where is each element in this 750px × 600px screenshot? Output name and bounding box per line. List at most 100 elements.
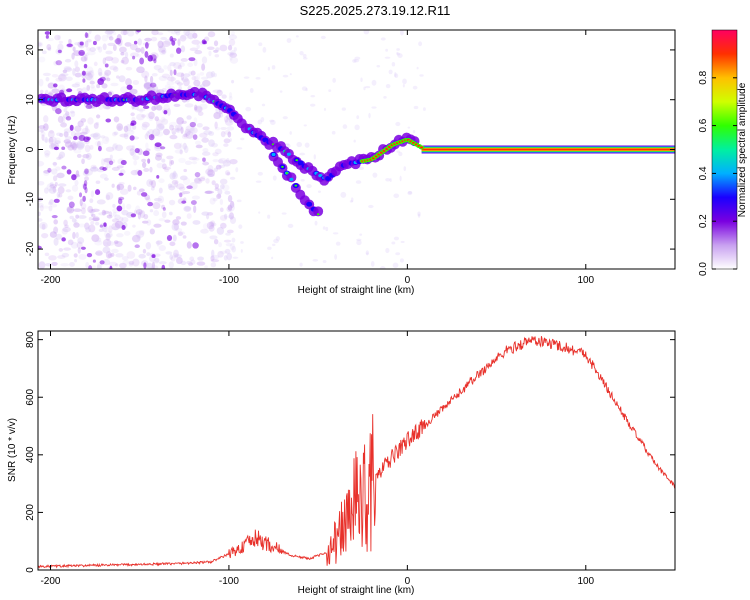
spectrogram-noise-cell	[200, 176, 206, 180]
spectrogram-noise-cell	[275, 236, 281, 241]
spectrogram-noise-cell	[142, 150, 150, 157]
spectrogram-noise-cell	[85, 104, 93, 109]
spectrogram-noise-cell	[117, 37, 123, 46]
spectrogram-noise-cell	[129, 135, 135, 141]
spectrogram-noise-cell	[187, 33, 195, 40]
spectrogram-noise-cell	[191, 195, 201, 200]
spectrogram-noise-cell	[54, 137, 61, 144]
colorbar-tick-label: 0.6	[698, 118, 709, 132]
spectrogram-noise-cell	[85, 125, 89, 134]
spectrogram-noise-cell	[174, 181, 179, 188]
spectrogram-noise-cell	[210, 220, 216, 227]
spectrogram-noise-cell	[175, 216, 182, 220]
spectrogram-noise-cell	[363, 86, 366, 91]
spectrogram-noise-cell	[113, 131, 119, 136]
spectrogram-noise-cell	[118, 172, 124, 176]
spectrogram-noise-cell	[63, 219, 68, 226]
snr-frame	[37, 330, 676, 571]
spectrogram-noise-cell	[175, 128, 180, 133]
spectrogram-noise-cell	[287, 223, 294, 229]
spectrogram-noise-cell	[203, 130, 213, 135]
spectrogram-noise-cell	[43, 169, 51, 174]
spectrogram-noise-cell	[201, 63, 206, 71]
spectrogram-noise-cell	[151, 30, 159, 36]
spectrogram-noise-cell	[126, 145, 135, 151]
spectrogram-noise-cell	[111, 166, 120, 171]
spectrogram-noise-cell	[64, 58, 72, 63]
spectrogram-noise-cell	[112, 142, 119, 149]
spectrogram-noise-cell	[158, 45, 166, 53]
spectrogram-noise-cell	[320, 35, 326, 40]
spectrogram-noise-cell	[64, 224, 69, 228]
spectrogram-noise-cell	[93, 61, 98, 67]
spectrogram-noise-cell	[402, 78, 407, 85]
spectrogram-noise-cell	[391, 241, 396, 245]
spectrogram-noise-cell	[69, 110, 75, 114]
spectrogram-noise-cell	[210, 259, 220, 263]
spectrogram-noise-cell	[194, 177, 202, 183]
spectrogram-noise-cell	[376, 65, 381, 68]
spectrogram-xtick-label: 100	[577, 275, 594, 286]
spectrogram-noise-cell	[312, 258, 319, 262]
spectrogram-noise-cell	[227, 44, 233, 51]
spectrogram-noise-cell	[396, 51, 399, 55]
spectrogram-noise-cell	[202, 126, 210, 131]
spectrogram-noise-cell	[104, 63, 109, 68]
spectrogram-noise-cell	[59, 123, 67, 127]
spectrogram-noise-cell	[57, 43, 64, 51]
spectrogram-noise-cell	[227, 52, 234, 56]
spectrogram-noise-cell	[217, 250, 224, 258]
spectrogram-noise-cell	[84, 72, 93, 81]
spectrogram-noise-cell	[92, 40, 97, 46]
spectrogram-noise-cell	[121, 256, 129, 261]
spectrogram-noise-cell	[56, 156, 62, 161]
spectrogram-noise-cell	[114, 38, 122, 44]
spectrogram-noise-cell	[173, 249, 179, 258]
spectrogram-noise-cell	[80, 56, 87, 62]
spectrogram-noise-cell	[86, 50, 96, 56]
spectrogram-ridge-cell	[318, 173, 323, 178]
spectrogram-noise-cell	[226, 206, 233, 213]
spectrogram-noise-cell	[257, 171, 263, 176]
spectrogram-noise-cell	[176, 82, 183, 86]
spectrogram-noise-cell	[123, 125, 129, 133]
spectrogram-noise-cell	[125, 66, 133, 71]
spectrogram-noise-cell	[126, 251, 136, 259]
spectrogram-noise-cell	[184, 160, 193, 166]
spectrogram-noise-cell	[360, 77, 363, 82]
spectrogram-noise-cell	[134, 244, 140, 249]
spectrogram-noise-cell	[158, 75, 168, 82]
spectrogram-noise-cell	[84, 54, 88, 62]
spectrogram-noise-cell	[194, 171, 201, 178]
spectrogram-noise-cell	[147, 55, 153, 62]
spectrogram-noise-cell	[166, 108, 171, 116]
spectrogram-noise-cell	[214, 148, 222, 155]
spectrogram-noise-cell	[63, 247, 72, 251]
spectrogram-noise-cell	[139, 210, 146, 219]
spectrogram-noise-cell	[74, 219, 78, 226]
spectrogram-noise-cell	[134, 147, 140, 154]
spectrogram-noise-cell	[120, 59, 125, 64]
spectrogram-noise-cell	[76, 140, 85, 149]
spectrogram-noise-cell	[48, 255, 57, 261]
spectrogram-noise-cell	[155, 119, 163, 127]
spectrogram-noise-cell	[44, 149, 51, 156]
spectrogram-noise-cell	[135, 47, 142, 53]
spectrogram-noise-cell	[223, 138, 231, 144]
spectrogram-noise-cell	[188, 156, 198, 161]
spectrogram-noise-cell	[109, 65, 118, 71]
spectrogram-noise-cell	[142, 220, 149, 224]
spectrogram-noise-cell	[169, 241, 176, 247]
spectrogram-noise-cell	[183, 73, 190, 78]
spectrogram-noise-cell	[177, 38, 181, 46]
spectrogram-noise-cell	[156, 162, 164, 169]
spectrogram-noise-cell	[116, 34, 122, 42]
spectrogram-noise-cell	[412, 85, 418, 90]
spectrogram-ridge-cell	[281, 165, 284, 168]
spectrogram-noise-cell	[155, 104, 163, 111]
spectrogram-noise-cell	[75, 144, 83, 149]
spectrogram-noise-cell	[300, 178, 305, 182]
spectrogram-noise-cell	[164, 168, 170, 173]
spectrogram-noise-cell	[67, 195, 74, 201]
spectrogram-noise-cell	[187, 30, 196, 34]
